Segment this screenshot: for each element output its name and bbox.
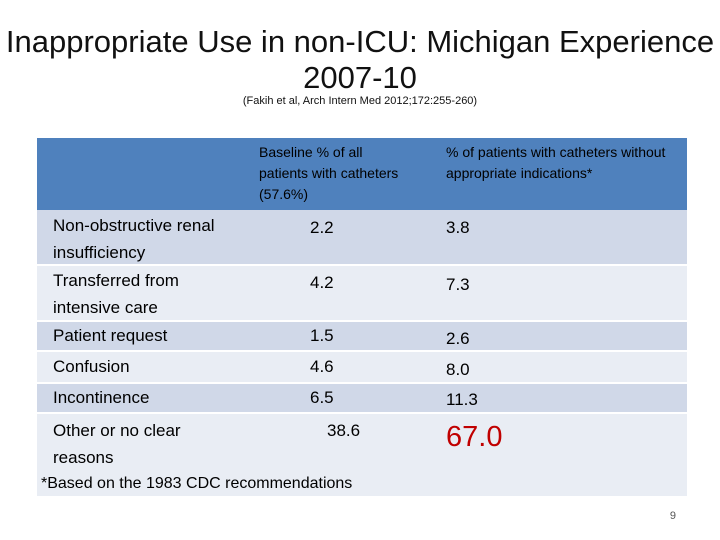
- inappropriate-value-highlight: 67.0: [446, 421, 503, 453]
- footnote: *Based on the 1983 CDC recommendations: [41, 475, 353, 492]
- row-label: Other or no clear reasons: [53, 421, 181, 467]
- table-row: Other or no clear reasons 38.6 67.0 *Bas…: [37, 414, 687, 496]
- row-label: Transferred from intensive care: [53, 271, 179, 317]
- baseline-value: 38.6: [327, 421, 361, 440]
- table-row: Non-obstructive renal insufficiency 2.2 …: [37, 210, 687, 266]
- inappropriate-value: 7.3: [446, 275, 470, 294]
- inappropriate-value: 2.6: [446, 329, 470, 348]
- inappropriate-value: 3.8: [446, 218, 470, 237]
- data-table: Baseline % of all patients with catheter…: [37, 138, 687, 496]
- row-label: Confusion: [53, 357, 130, 376]
- table-row: Incontinence 6.5 11.3: [37, 384, 687, 414]
- table-header: Baseline % of all patients with catheter…: [37, 138, 687, 210]
- baseline-value: 6.5: [310, 388, 334, 407]
- row-label: Patient request: [53, 326, 168, 345]
- baseline-value: 1.5: [310, 326, 334, 345]
- slide-title: Inappropriate Use in non-ICU: Michigan E…: [5, 24, 715, 95]
- row-label: Incontinence: [53, 388, 150, 407]
- table-row: Patient request 1.5 2.6: [37, 322, 687, 352]
- page-number: 9: [669, 510, 676, 522]
- inappropriate-value: 11.3: [446, 390, 478, 409]
- baseline-value: 4.2: [310, 273, 334, 292]
- baseline-value: 2.2: [310, 218, 334, 237]
- header-col-2: Baseline % of all patients with catheter…: [259, 144, 399, 202]
- row-label: Non-obstructive renal insufficiency: [53, 216, 215, 262]
- baseline-value: 4.6: [310, 357, 334, 376]
- citation: (Fakih et al, Arch Intern Med 2012;172:2…: [242, 95, 478, 107]
- table-row: Confusion 4.6 8.0: [37, 352, 687, 384]
- table-row: Transferred from intensive care 4.2 7.3: [37, 266, 687, 322]
- header-col-3: % of patients with catheters without app…: [446, 144, 666, 181]
- inappropriate-value: 8.0: [446, 360, 470, 379]
